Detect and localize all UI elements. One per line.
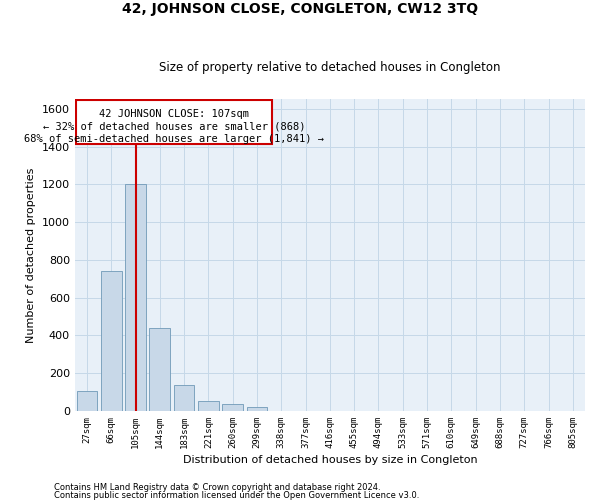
- Bar: [223, 404, 243, 411]
- Text: Contains HM Land Registry data © Crown copyright and database right 2024.: Contains HM Land Registry data © Crown c…: [54, 484, 380, 492]
- Bar: [77, 392, 97, 411]
- X-axis label: Distribution of detached houses by size in Congleton: Distribution of detached houses by size …: [182, 455, 477, 465]
- Bar: [76, 100, 272, 144]
- Bar: [125, 184, 146, 411]
- Bar: [198, 400, 219, 411]
- Y-axis label: Number of detached properties: Number of detached properties: [26, 168, 36, 343]
- Bar: [149, 328, 170, 411]
- Title: Size of property relative to detached houses in Congleton: Size of property relative to detached ho…: [159, 62, 500, 74]
- Text: Contains public sector information licensed under the Open Government Licence v3: Contains public sector information licen…: [54, 490, 419, 500]
- Bar: [101, 271, 122, 411]
- Text: 42 JOHNSON CLOSE: 107sqm: 42 JOHNSON CLOSE: 107sqm: [99, 108, 249, 118]
- Text: ← 32% of detached houses are smaller (868): ← 32% of detached houses are smaller (86…: [43, 122, 305, 132]
- Text: 68% of semi-detached houses are larger (1,841) →: 68% of semi-detached houses are larger (…: [24, 134, 324, 144]
- Bar: [174, 384, 194, 411]
- Bar: [247, 407, 268, 411]
- Text: 42, JOHNSON CLOSE, CONGLETON, CW12 3TQ: 42, JOHNSON CLOSE, CONGLETON, CW12 3TQ: [122, 2, 478, 16]
